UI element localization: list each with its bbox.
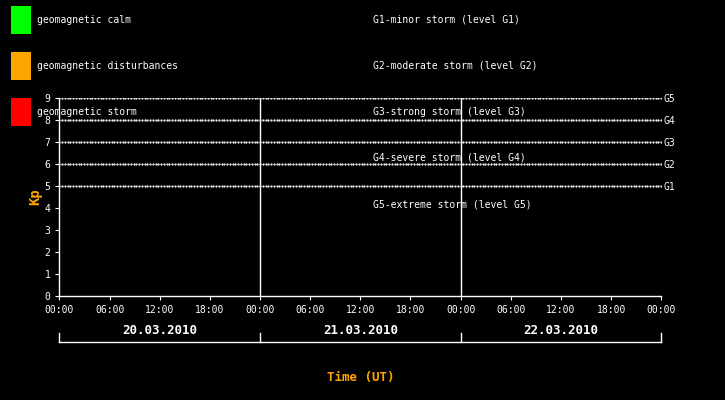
Text: 22.03.2010: 22.03.2010 [523, 324, 598, 336]
Y-axis label: Kp: Kp [28, 189, 42, 205]
Text: G5-extreme storm (level G5): G5-extreme storm (level G5) [373, 199, 532, 209]
Text: G3-strong storm (level G3): G3-strong storm (level G3) [373, 107, 526, 117]
Text: Time (UT): Time (UT) [326, 372, 394, 384]
Text: geomagnetic calm: geomagnetic calm [37, 15, 131, 25]
Text: geomagnetic storm: geomagnetic storm [37, 107, 137, 117]
Text: geomagnetic disturbances: geomagnetic disturbances [37, 61, 178, 71]
Text: 21.03.2010: 21.03.2010 [323, 324, 398, 336]
Text: G4-severe storm (level G4): G4-severe storm (level G4) [373, 153, 526, 163]
Text: 20.03.2010: 20.03.2010 [123, 324, 197, 336]
Text: G1-minor storm (level G1): G1-minor storm (level G1) [373, 15, 521, 25]
Text: G2-moderate storm (level G2): G2-moderate storm (level G2) [373, 61, 538, 71]
